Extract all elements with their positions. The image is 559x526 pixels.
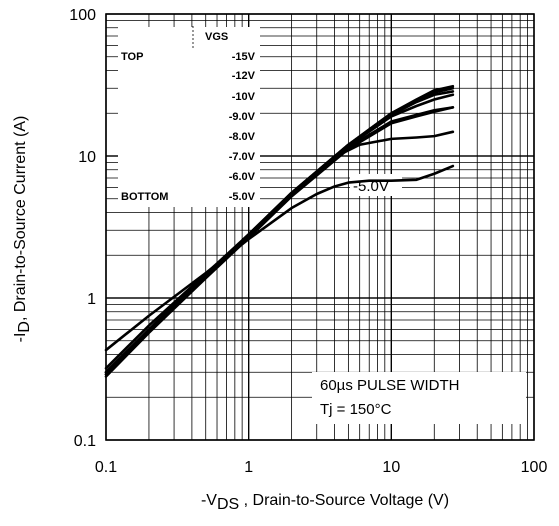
y-tick-label: 1 (87, 291, 96, 308)
annotation-temperature: Tj = 150°C (320, 401, 392, 418)
tick-labels: 0.1 1 10 100 0.1 1 10 100 (69, 7, 547, 476)
x-axis-label: -VDS , Drain-to-Source Voltage (V) (201, 492, 449, 513)
x-tick-label: 1 (244, 459, 253, 476)
y-tick-label: 10 (78, 149, 96, 166)
annotation-pulse-width: 60µs PULSE WIDTH (320, 377, 460, 394)
legend-entry: -7.0V (229, 151, 256, 163)
x-tick-label: 10 (382, 459, 400, 476)
legend-top-label: TOP (121, 51, 143, 63)
legend-entry: -9.0V (229, 111, 256, 123)
grid (105, 13, 535, 441)
annotation-box: 60µs PULSE WIDTH Tj = 150°C (320, 377, 460, 418)
legend-entry: -8.0V (229, 131, 256, 143)
legend-background (118, 27, 260, 207)
curve-label-5v: -5.0V (353, 178, 389, 195)
y-tick-label: 0.1 (74, 433, 96, 450)
legend-entry: -12V (232, 70, 256, 82)
legend-entry: -5.0V (229, 191, 256, 203)
x-tick-label: 0.1 (95, 459, 117, 476)
series-line (104, 106, 455, 378)
x-tick-label: 100 (521, 459, 548, 476)
y-tick-label: 100 (69, 7, 96, 24)
legend-entry: -15V (232, 51, 256, 63)
series-line (104, 130, 455, 370)
annotation-background (312, 372, 526, 424)
legend-entry: -10V (232, 91, 256, 103)
legend-entry: -6.0V (229, 171, 256, 183)
legend-bottom-label: BOTTOM (121, 191, 168, 203)
series-line (104, 164, 455, 352)
legend-header: VGS (205, 31, 228, 43)
curves (104, 84, 455, 378)
y-axis-label: -ID, Drain-to-Source Current (A) (12, 116, 33, 343)
plot-frame (105, 13, 535, 441)
legend: VGS TOP BOTTOM -15V -12V -10V -9.0V -8.0V -7.… (121, 26, 256, 203)
